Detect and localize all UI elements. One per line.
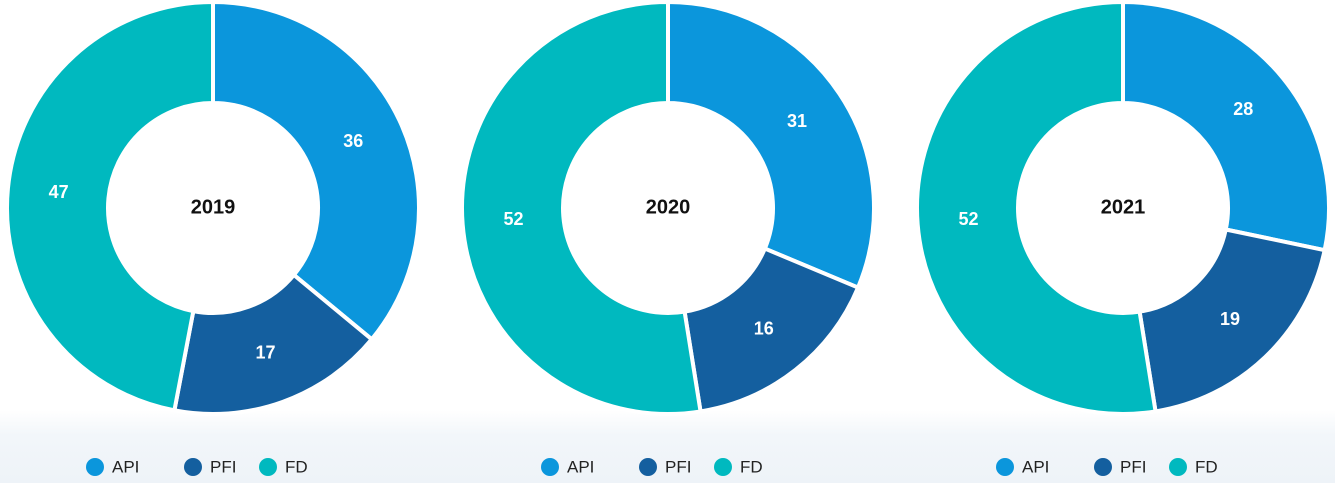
legend-swatch (714, 458, 732, 476)
chart-title: 2020 (646, 196, 691, 218)
donut-slice (172, 272, 375, 416)
data-label: 28 (1233, 99, 1253, 119)
donut-slice (666, 0, 876, 291)
legend-swatch (86, 458, 104, 476)
legend-swatch (1169, 458, 1187, 476)
legend-swatch (639, 458, 657, 476)
chart-title: 2021 (1101, 196, 1146, 218)
legend-swatch (1094, 458, 1112, 476)
legend-label: API (1022, 457, 1049, 476)
legend-background (0, 410, 1335, 483)
data-label: 47 (49, 182, 69, 202)
data-label: 52 (958, 209, 978, 229)
legend-swatch (996, 458, 1014, 476)
legend-label: FD (285, 457, 308, 476)
donut-slice (5, 0, 215, 413)
donut-slice (1121, 0, 1331, 253)
legend-swatch (259, 458, 277, 476)
legend-swatch (184, 458, 202, 476)
chart-title: 2019 (191, 196, 236, 218)
donut-slice (915, 0, 1158, 416)
donut-slice (682, 245, 861, 414)
donut-slice (460, 0, 703, 416)
donut-slice (211, 0, 421, 343)
legend-label: PFI (210, 457, 236, 476)
legend-label: FD (740, 457, 763, 476)
legend-label: PFI (665, 457, 691, 476)
legend-label: FD (1195, 457, 1218, 476)
data-label: 36 (343, 131, 363, 151)
data-label: 16 (754, 319, 774, 339)
data-label: 52 (503, 209, 523, 229)
legend-label: API (567, 457, 594, 476)
legend-label: PFI (1120, 457, 1146, 476)
legend-label: API (112, 457, 139, 476)
data-label: 17 (255, 343, 275, 363)
legend-swatch (541, 458, 559, 476)
data-label: 19 (1220, 309, 1240, 329)
donut-slice (1137, 227, 1327, 414)
data-label: 31 (787, 111, 807, 131)
